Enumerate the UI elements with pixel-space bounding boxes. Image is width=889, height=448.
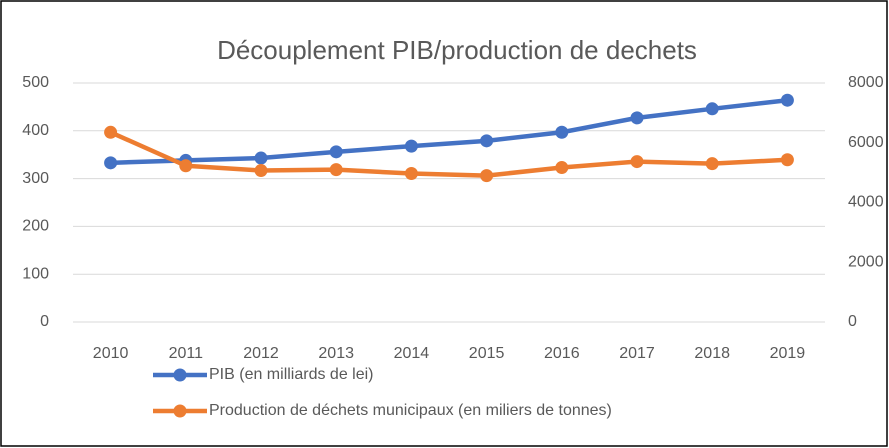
marker bbox=[630, 111, 644, 125]
marker bbox=[104, 156, 118, 170]
marker bbox=[179, 159, 193, 173]
y-tick-label: 500 bbox=[22, 74, 49, 91]
marker bbox=[404, 139, 418, 153]
x-tick-label: 2014 bbox=[394, 345, 430, 362]
marker bbox=[705, 157, 719, 171]
legend-marker bbox=[173, 368, 187, 382]
legend-marker bbox=[173, 404, 187, 418]
y-tick-label: 100 bbox=[22, 265, 49, 282]
marker bbox=[404, 167, 418, 181]
marker bbox=[630, 155, 644, 169]
line bbox=[109, 130, 788, 178]
x-tick-label: 2015 bbox=[469, 345, 505, 362]
x-tick-label: 2016 bbox=[544, 345, 580, 362]
y-tick-label: 200 bbox=[22, 218, 49, 235]
x-tick-label: 2011 bbox=[169, 345, 204, 362]
y2-tick-label: 2000 bbox=[848, 253, 884, 270]
marker bbox=[254, 151, 268, 165]
y2-tick-label: 4000 bbox=[848, 194, 884, 211]
marker bbox=[329, 145, 343, 159]
y2-tick-label: 8000 bbox=[848, 74, 884, 91]
marker bbox=[780, 153, 794, 167]
x-tick-label: 2017 bbox=[619, 345, 655, 362]
x-tick-label: 2018 bbox=[694, 345, 730, 362]
y-tick-label: 0 bbox=[40, 313, 49, 330]
marker bbox=[480, 134, 494, 148]
marker bbox=[254, 164, 268, 178]
x-tick-label: 2013 bbox=[318, 345, 354, 362]
marker bbox=[555, 161, 569, 175]
marker bbox=[104, 125, 118, 139]
marker bbox=[705, 102, 719, 116]
marker bbox=[555, 125, 569, 139]
line bbox=[110, 97, 788, 166]
marker bbox=[329, 163, 343, 177]
y2-tick-label: 0 bbox=[848, 313, 857, 330]
legend-label: Production de déchets municipaux (en mil… bbox=[209, 402, 612, 419]
x-tick-label: 2010 bbox=[93, 345, 129, 362]
marker bbox=[780, 93, 794, 107]
chart-title: Découplement PIB/production de dechets bbox=[217, 35, 697, 65]
y2-tick-label: 6000 bbox=[848, 134, 884, 151]
legend-label: PIB (en milliards de lei) bbox=[209, 366, 374, 383]
marker bbox=[480, 169, 494, 183]
x-tick-label: 2012 bbox=[243, 345, 279, 362]
x-tick-label: 2019 bbox=[770, 345, 806, 362]
y-tick-label: 400 bbox=[22, 122, 49, 139]
y-tick-label: 300 bbox=[22, 170, 49, 187]
